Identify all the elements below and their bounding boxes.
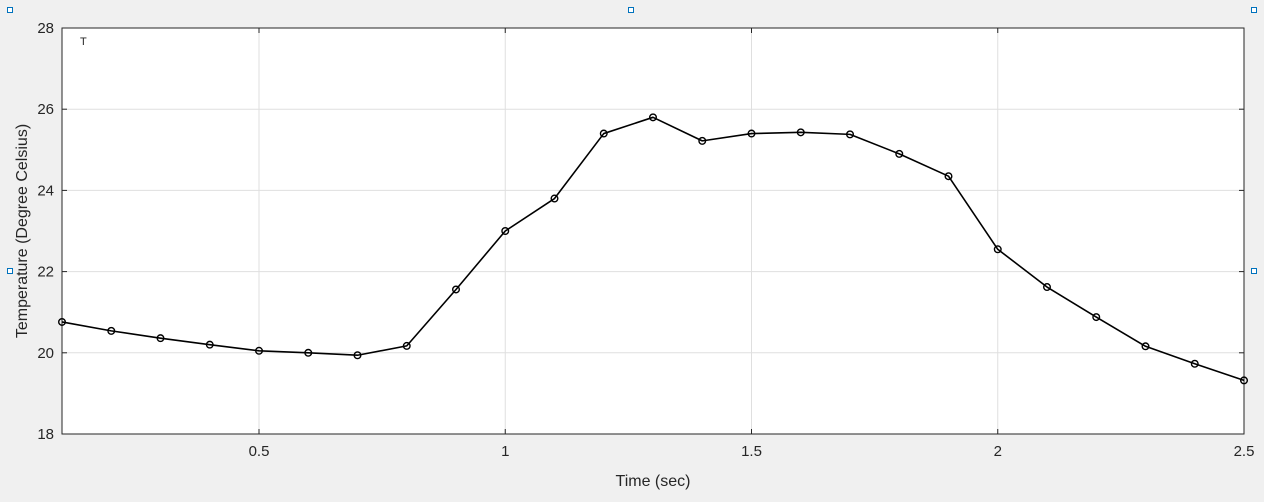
- ticks: [62, 27, 1245, 435]
- x-tick-label: 1: [501, 443, 509, 460]
- y-tick-label: 18: [37, 426, 54, 443]
- selection-handles: [7, 7, 1257, 274]
- data-point: [353, 351, 362, 360]
- data-point: [1042, 283, 1051, 292]
- data-point: [58, 317, 67, 326]
- tick-labels: 0.5 1 1.5 2 2.5 18 20 22 24 26 28: [37, 20, 1254, 460]
- data-point: [599, 129, 608, 138]
- data-point: [205, 340, 214, 349]
- data-point: [796, 128, 805, 137]
- data-point: [993, 245, 1002, 254]
- y-tick-label: 24: [37, 182, 54, 199]
- data-point: [1190, 359, 1199, 368]
- y-tick-label: 20: [37, 345, 54, 362]
- data-point: [156, 334, 165, 343]
- selection-handle: [628, 7, 634, 13]
- data-point: [747, 129, 756, 138]
- data-point: [649, 113, 658, 122]
- x-tick-label: 2.5: [1234, 443, 1255, 460]
- selection-handle: [1251, 7, 1257, 13]
- y-tick-label: 28: [37, 20, 54, 37]
- data-point: [107, 326, 116, 335]
- data-point: [304, 348, 313, 357]
- data-point: [1141, 342, 1150, 351]
- y-tick-label: 26: [37, 101, 54, 118]
- corner-label: T: [80, 36, 87, 48]
- series-line: [61, 116, 1245, 382]
- series: [58, 113, 1248, 385]
- selection-handle: [7, 268, 13, 274]
- data-point: [895, 149, 904, 158]
- selection-handle: [7, 7, 13, 13]
- y-axis-label: Temperature (Degree Celsius): [14, 124, 31, 338]
- data-point: [1239, 376, 1248, 385]
- data-point: [698, 136, 707, 145]
- x-tick-label: 1.5: [741, 443, 762, 460]
- data-point: [944, 172, 953, 181]
- selection-handle: [1251, 268, 1257, 274]
- x-tick-label: 0.5: [249, 443, 270, 460]
- data-point: [846, 130, 855, 139]
- data-point: [452, 285, 461, 294]
- x-axis-label: Time (sec): [616, 473, 691, 490]
- data-point: [501, 226, 510, 235]
- x-tick-label: 2: [994, 443, 1002, 460]
- data-point: [254, 346, 263, 355]
- y-tick-label: 22: [37, 264, 54, 281]
- data-point: [1092, 313, 1101, 322]
- axes-background: [62, 28, 1244, 434]
- data-point: [550, 194, 559, 203]
- data-point: [402, 341, 411, 350]
